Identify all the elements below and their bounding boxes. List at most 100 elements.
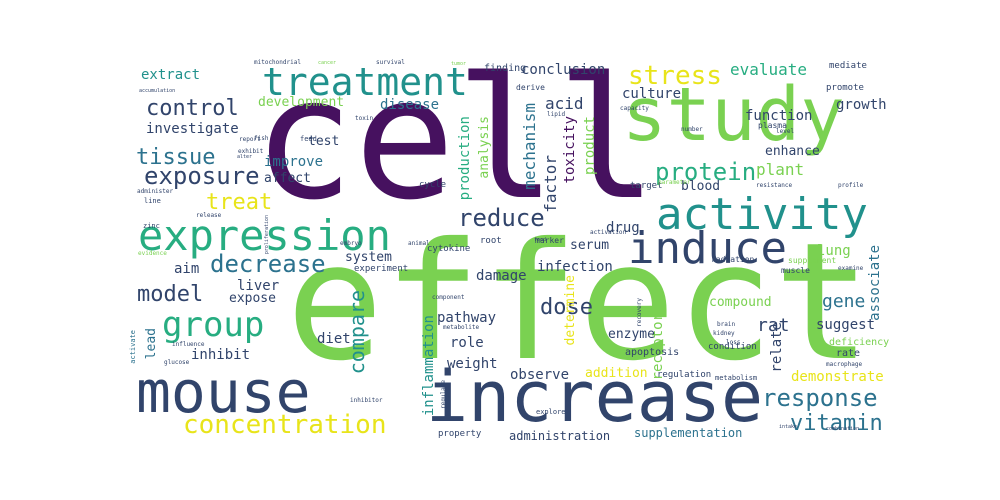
cloud-word: rat (757, 315, 790, 336)
cloud-word: mitochondrial (254, 59, 301, 66)
cloud-word: deficiency (829, 337, 890, 348)
cloud-word: plasma (758, 121, 787, 130)
cloud-word: combination (826, 426, 860, 432)
cloud-word: exposure (144, 162, 260, 190)
cloud-word: influence (172, 341, 205, 348)
cloud-word: role (450, 335, 484, 351)
cloud-word: fish (254, 135, 269, 142)
cloud-word: weight (447, 356, 498, 372)
cloud-word: finding (484, 63, 527, 74)
cloud-word: product (582, 116, 598, 176)
cloud-word: improve (264, 154, 324, 170)
cloud-word: liver (237, 278, 280, 294)
cloud-word: diet (317, 331, 351, 347)
cloud-word: accumulation (139, 88, 176, 94)
cloud-word: mouse (136, 358, 311, 426)
cloud-word: administer (137, 188, 174, 195)
cloud-word: loss (726, 339, 741, 346)
cloud-word: aim (174, 261, 200, 277)
cloud-word: target (630, 181, 663, 191)
cloud-word: tumor (451, 61, 467, 67)
cloud-word: control (146, 96, 239, 121)
cloud-word: model (137, 282, 204, 307)
cloud-word: tissue (136, 145, 216, 170)
cloud-word: animal (408, 240, 430, 247)
cloud-word: pathway (437, 310, 497, 326)
cloud-word: plant (756, 160, 805, 179)
cloud-word: concentration (183, 410, 387, 440)
cloud-word: regulate (440, 380, 447, 409)
cloud-word: expression (138, 211, 391, 260)
cloud-word: inhibit (191, 347, 251, 363)
cloud-word: response (762, 384, 878, 412)
cloud-word: recovery (636, 298, 643, 327)
cloud-word: acid (545, 94, 584, 113)
cloud-word: root (480, 236, 502, 246)
cloud-word: cancer (318, 60, 337, 66)
cloud-word: apoptosis (625, 347, 680, 358)
cloud-word: activation (590, 229, 627, 236)
cloud-word: production (457, 116, 473, 201)
cloud-word: decrease (210, 250, 326, 278)
cloud-word: suggest (816, 317, 876, 333)
cloud-word: line (144, 197, 161, 205)
cloud-word: supplementation (634, 426, 743, 440)
cloud-word: metabolite (443, 324, 480, 331)
cloud-word: macrophage (826, 361, 863, 368)
cloud-word: component (432, 294, 465, 301)
cloud-word: infection (537, 259, 613, 275)
cloud-word: rate (836, 348, 861, 359)
cloud-word: cycle (419, 180, 447, 190)
cloud-word: effect (286, 209, 872, 397)
cloud-word: cell (253, 41, 658, 237)
cloud-word: experiment (354, 264, 409, 274)
cloud-word: brain (717, 321, 736, 328)
cloud-word: reduce (458, 204, 545, 232)
cloud-word: release (196, 212, 222, 219)
cloud-word: dose (540, 295, 593, 320)
cloud-word: capacity (620, 105, 649, 112)
cloud-word: evidence (138, 250, 167, 257)
cloud-word: promote (826, 83, 864, 93)
cloud-word: treat (206, 190, 273, 215)
cloud-word: inflammation (421, 315, 437, 417)
cloud-word: parameter (658, 179, 691, 186)
cloud-word: factor (541, 155, 560, 213)
cloud-word: gene (822, 291, 866, 312)
cloud-word: system (345, 250, 392, 265)
cloud-word: demonstrate (791, 369, 884, 385)
cloud-word: metabolism (715, 374, 758, 382)
cloud-word: survival (376, 59, 405, 66)
cloud-word: supplement (788, 256, 837, 265)
cloud-word: toxin (355, 115, 374, 122)
cloud-word: associate (867, 245, 883, 321)
cloud-word: treatment (262, 60, 468, 104)
cloud-word: study (622, 72, 845, 158)
cloud-word: kidney (713, 330, 735, 337)
cloud-word: number (681, 126, 703, 133)
cloud-word: test (308, 134, 340, 149)
cloud-word: activity (656, 189, 868, 240)
cloud-word: intake (779, 424, 798, 430)
cloud-word: alter (237, 154, 253, 160)
cloud-word: feed (300, 135, 317, 143)
cloud-word: level (776, 128, 795, 135)
cloud-word: addition (585, 366, 648, 381)
cloud-word: toxicity (562, 116, 578, 184)
cloud-word: lipid (547, 111, 566, 118)
cloud-word: drug (606, 220, 640, 236)
cloud-word: mediate (829, 61, 867, 71)
cloud-word: food (534, 237, 547, 243)
cloud-word: analysis (477, 116, 492, 179)
cloud-word: marker (535, 236, 564, 245)
cloud-word: report (239, 136, 261, 143)
cloud-word: examine (838, 265, 864, 272)
cloud-word: disease (380, 97, 440, 113)
cloud-word: lead (144, 328, 159, 360)
cloud-word: proliferation (264, 215, 270, 255)
cloud-word: determine (563, 275, 578, 346)
cloud-word: culture (622, 86, 682, 102)
cloud-word: function (745, 108, 813, 124)
cloud-word: condition (708, 342, 757, 352)
